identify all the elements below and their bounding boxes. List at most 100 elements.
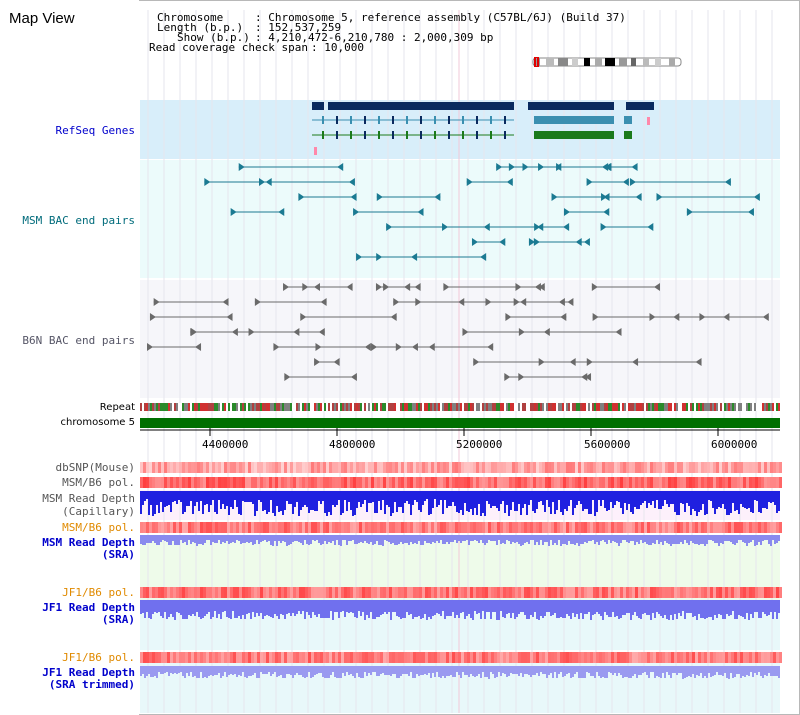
polymorphism-cell (239, 522, 242, 533)
polymorphism-cell (299, 522, 302, 533)
bac-end-marker (428, 343, 435, 351)
polymorphism-cell (272, 477, 275, 488)
read-depth-bar (342, 535, 344, 540)
polymorphism-cell (185, 522, 188, 533)
repeat-segment (722, 403, 724, 411)
read-depth-bar (264, 535, 266, 540)
polymorphism-cell (560, 652, 563, 663)
read-depth-bar (366, 535, 368, 543)
polymorphism-cell (176, 652, 179, 663)
polymorphism-cell (572, 652, 575, 663)
repeat-segment (352, 403, 354, 411)
read-depth-bar (218, 491, 220, 500)
bac-end-marker (480, 253, 487, 261)
read-depth-bar (354, 600, 356, 617)
repeat-segment (454, 403, 456, 411)
read-depth-bar (154, 600, 156, 612)
read-depth-bar (728, 666, 730, 679)
read-depth-bar (318, 666, 320, 673)
read-depth-bar (646, 491, 648, 508)
read-depth-bar (238, 491, 240, 514)
read-depth-bar (720, 535, 722, 543)
read-depth-bar (600, 491, 602, 506)
repeat-segment (504, 403, 506, 411)
read-depth-bar (636, 600, 638, 616)
polymorphism-cell (410, 477, 413, 488)
read-depth-bar (192, 535, 194, 542)
polymorphism-cell (197, 462, 200, 473)
repeat-segment (306, 403, 308, 411)
polymorphism-cell (521, 652, 524, 663)
polymorphism-cell (209, 522, 212, 533)
polymorphism-cell (167, 652, 170, 663)
polymorphism-cell (671, 477, 674, 488)
polymorphism-cell (419, 477, 422, 488)
polymorphism-cell (386, 462, 389, 473)
polymorphism-cell (320, 587, 323, 598)
read-depth-bar (468, 666, 470, 677)
polymorphism-cell (635, 587, 638, 598)
polymorphism-cell (191, 587, 194, 598)
read-depth-bar (736, 666, 738, 674)
read-depth-bar (346, 535, 348, 545)
repeat-segment (654, 403, 656, 411)
polymorphism-cell (224, 522, 227, 533)
polymorphism-cell (224, 477, 227, 488)
polymorphism-cell (320, 522, 323, 533)
read-depth-bar (396, 666, 398, 678)
read-depth-bar (450, 491, 452, 506)
repeat-segment (646, 403, 648, 411)
refseq-gene (314, 147, 317, 155)
polymorphism-cell (551, 522, 554, 533)
polymorphism-cell (548, 462, 551, 473)
repeat-segment (220, 403, 222, 411)
read-depth-bar (288, 535, 290, 545)
refseq-exon (448, 116, 450, 124)
read-depth-bar (372, 666, 374, 672)
polymorphism-cell (734, 477, 737, 488)
track-label-msm-bac[interactable]: MSM BAC end pairs (22, 214, 135, 227)
read-depth-bar (256, 666, 258, 678)
polymorphism-cell (197, 522, 200, 533)
read-depth-bar (258, 491, 260, 500)
read-depth-bar (478, 535, 480, 543)
polymorphism-cell (146, 587, 149, 598)
polymorphism-cell (407, 477, 410, 488)
read-depth-bar (384, 491, 386, 514)
track-label-refseq[interactable]: RefSeq Genes (55, 124, 135, 137)
read-depth-bar (332, 600, 334, 620)
polymorphism-cell (467, 462, 470, 473)
track-label-b6n-bac[interactable]: B6N BAC end pairs (22, 334, 135, 347)
read-depth-bar (598, 600, 600, 614)
read-depth-bar (642, 535, 644, 543)
read-depth-bar (146, 600, 148, 612)
read-depth-bar (776, 600, 778, 619)
repeat-segment (406, 403, 408, 411)
read-depth-bar (232, 666, 234, 675)
repeat-segment (404, 403, 406, 411)
read-depth-bar (182, 600, 184, 619)
read-depth-bar (412, 491, 414, 505)
polymorphism-cell (659, 587, 662, 598)
read-depth-bar (380, 666, 382, 674)
read-depth-bar (570, 491, 572, 500)
repeat-segment (344, 403, 346, 411)
polymorphism-cell (626, 477, 629, 488)
polymorphism-cell (440, 462, 443, 473)
read-depth-bar (510, 666, 512, 673)
read-depth-bar (506, 600, 508, 614)
read-depth-bar (224, 666, 226, 672)
polymorphism-cell (218, 477, 221, 488)
polymorphism-cell (494, 587, 497, 598)
read-depth-bar (768, 666, 770, 673)
polymorphism-cell (470, 522, 473, 533)
read-depth-bar (550, 535, 552, 540)
read-depth-bar (662, 666, 664, 673)
polymorphism-cell (737, 477, 740, 488)
bac-end-marker (226, 313, 233, 321)
chromosome-ideogram[interactable] (531, 52, 683, 68)
polymorphism-cell (710, 587, 713, 598)
bac-end-marker (376, 193, 383, 201)
polymorphism-cell (752, 462, 755, 473)
